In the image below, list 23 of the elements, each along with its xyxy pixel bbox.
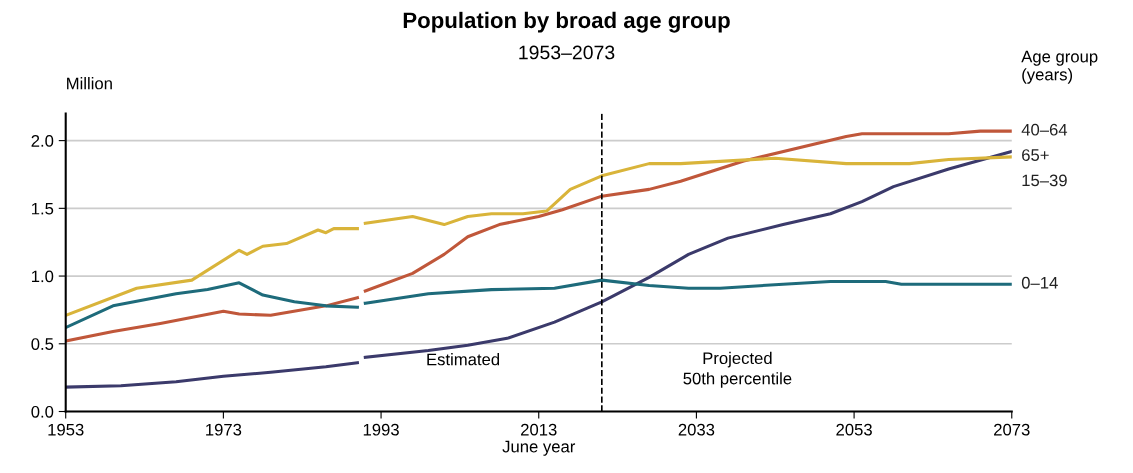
series-label: 15–39 [1022,174,1067,187]
y-tick-label: 1.0 [32,270,54,283]
x-tick-label: 1953 [48,423,84,436]
x-tick-label: 2053 [836,423,872,436]
legend-title: Age group (years) [1021,50,1098,84]
chart-subtitle: 1953–2073 [519,45,615,60]
x-axis-title: June year [502,440,576,456]
annotation: Estimated [427,353,500,366]
x-tick-label: 2033 [678,423,715,436]
y-tick-label: 0.5 [31,338,54,350]
x-tick-label: 2073 [994,423,1030,436]
x-tick-label: 2013 [521,423,557,436]
y-tick-label: 2.0 [31,135,54,147]
annotation: Projected 50th percentile [683,351,792,388]
chart-title: Population by broad age group [403,11,730,33]
y-tick-label: 0.0 [31,405,54,418]
x-tick-label: 1973 [206,423,242,436]
y-tick-label: 1.5 [32,202,54,215]
series-label: 0–14 [1021,276,1058,289]
series-label: 65+ [1022,149,1049,161]
series-label: 40–64 [1021,123,1068,136]
y-axis-title: Million [67,77,112,90]
x-tick-label: 1993 [363,423,399,436]
